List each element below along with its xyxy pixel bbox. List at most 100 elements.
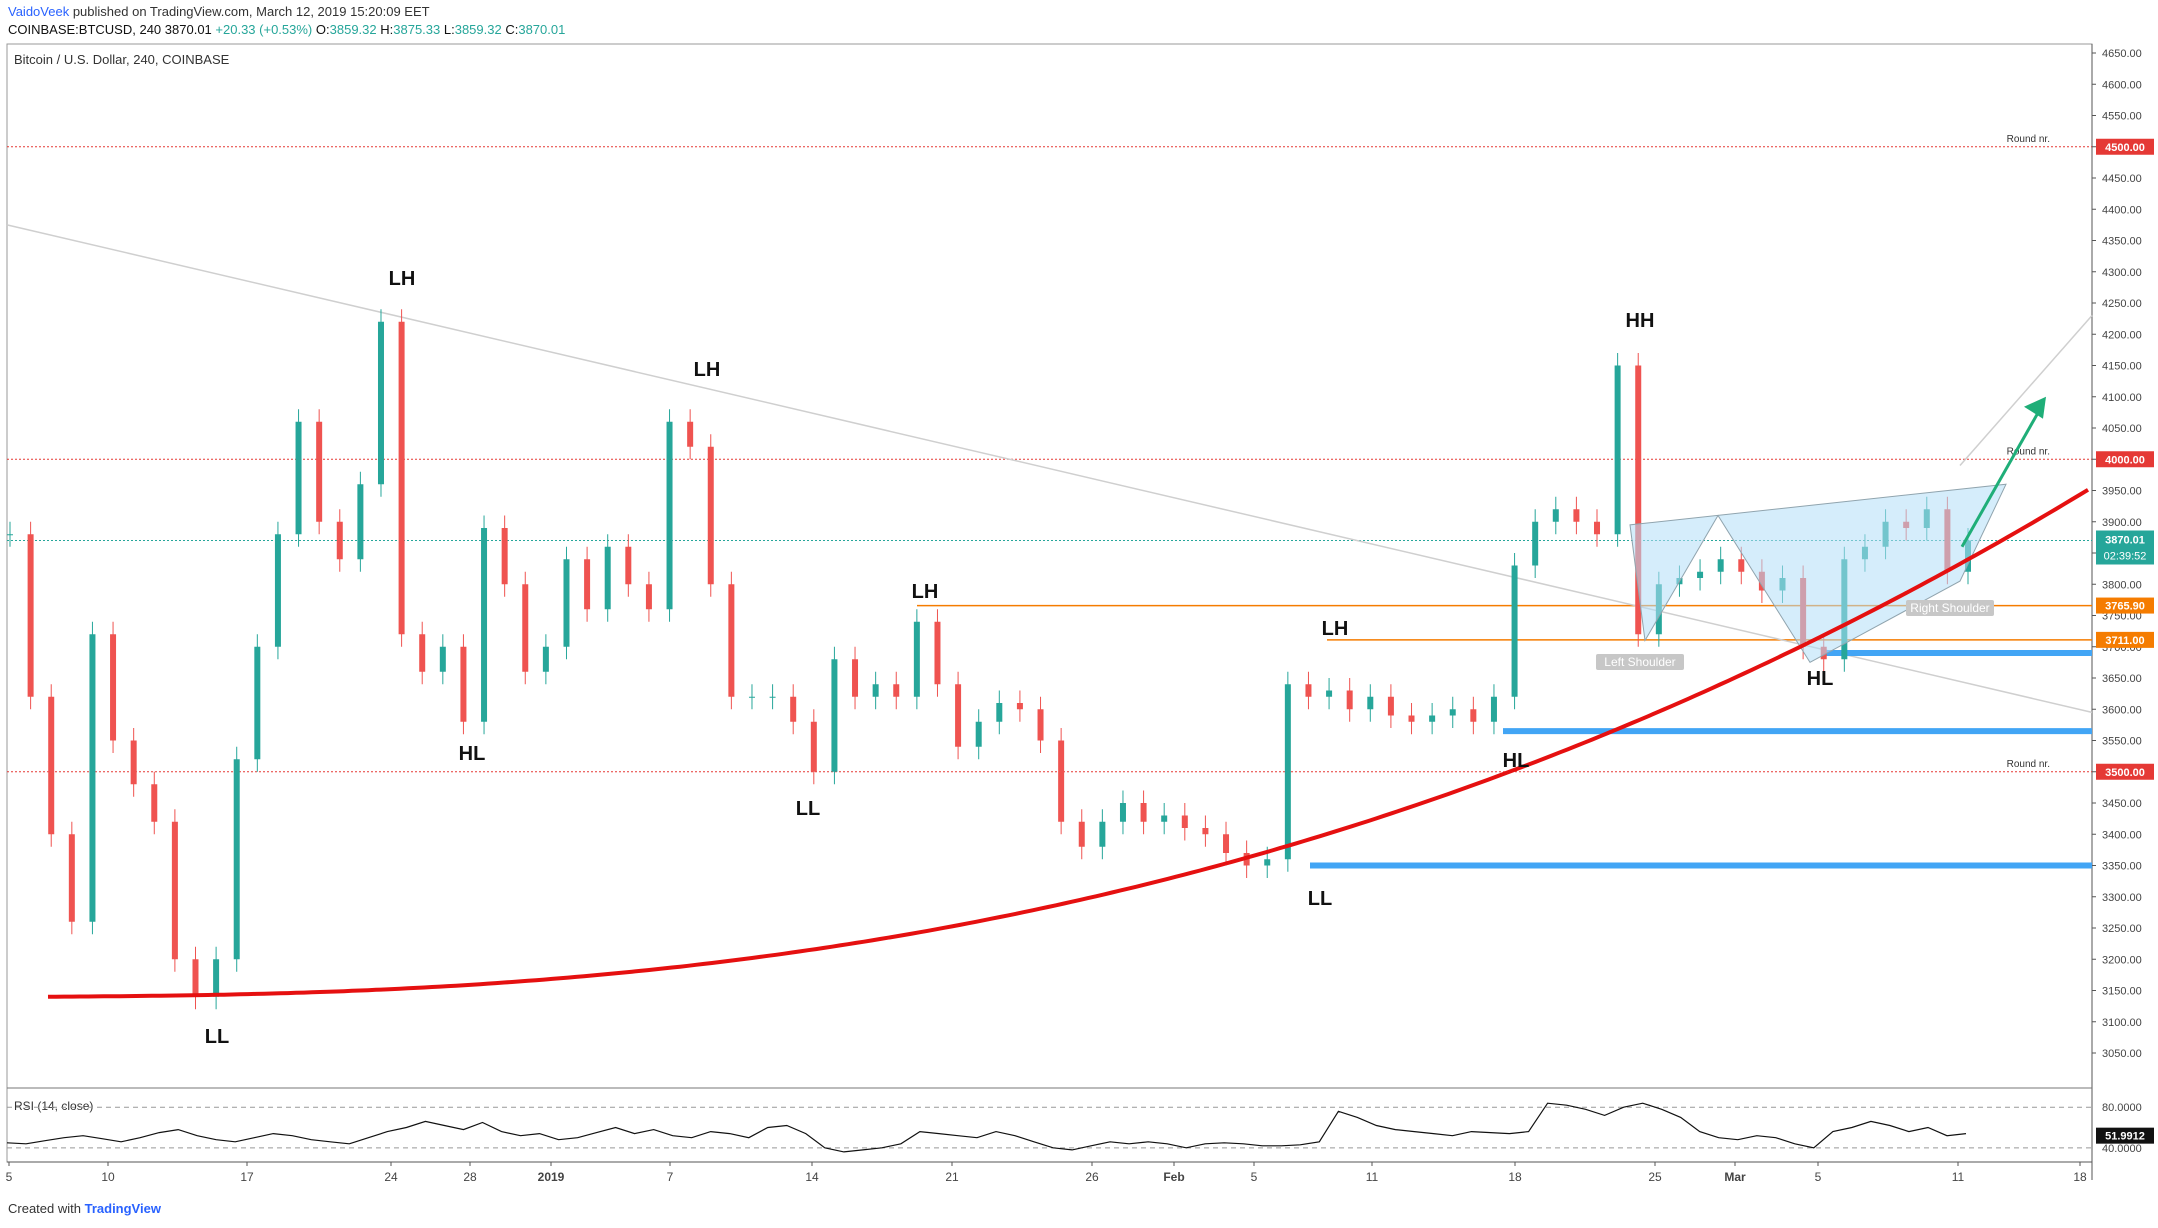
x-tick-label: Mar [1724, 1170, 1746, 1184]
candle-body [1490, 696, 1497, 722]
candle-body [1635, 365, 1642, 635]
o-value: 3859.32 [329, 22, 377, 37]
candle-body [439, 646, 446, 672]
c-value: 3870.01 [518, 22, 566, 37]
candle-body [1511, 565, 1518, 697]
h-value: 3875.33 [393, 22, 441, 37]
c-label: C: [505, 22, 519, 37]
y-tick-label: 3400.00 [2102, 829, 2142, 841]
publish-info: VaidoVeek published on TradingView.com, … [8, 4, 430, 19]
x-tick-label: 18 [2073, 1170, 2087, 1184]
candle-body [1738, 559, 1745, 572]
pattern-label: HL [459, 743, 486, 765]
candle-body [213, 959, 220, 997]
candle-body [398, 321, 405, 635]
x-tick-label: 14 [805, 1170, 819, 1184]
y-tick-label: 4400.00 [2102, 204, 2142, 216]
candle-body [666, 421, 673, 610]
candle-body [1161, 815, 1168, 822]
candle-body [831, 659, 838, 772]
candle-body [790, 696, 797, 722]
y-tick-label: 4550.00 [2102, 111, 2142, 123]
candle-body [996, 703, 1003, 722]
candle-body [707, 446, 714, 585]
round-note: Round nr. [2007, 759, 2050, 770]
pattern-label: HL [1807, 668, 1834, 690]
last-price-text: 3870.01 [2105, 535, 2145, 547]
candle-body [1614, 365, 1621, 535]
y-tick-label: 4650.00 [2102, 48, 2142, 60]
x-tick-label: 7 [667, 1170, 674, 1184]
shoulder-label: Right Shoulder [1910, 601, 1989, 615]
candle-body [1387, 696, 1394, 716]
footer: Created with TradingView [8, 1201, 161, 1216]
chart-title: Bitcoin / U.S. Dollar, 240, COINBASE [14, 52, 230, 67]
y-tick-label: 4600.00 [2102, 79, 2142, 91]
candle-body [1099, 821, 1106, 847]
projection-line [1959, 315, 2093, 466]
created-with-text: Created with [8, 1201, 81, 1216]
x-tick-label: 5 [1251, 1170, 1258, 1184]
x-tick-label: 28 [463, 1170, 477, 1184]
pattern-label: LH [694, 359, 721, 381]
price-tag [2096, 763, 2154, 780]
descending-trendline [6, 224, 2093, 714]
o-label: O: [315, 22, 330, 37]
candle-body [728, 584, 735, 697]
author-link[interactable]: VaidoVeek [8, 4, 70, 19]
x-tick-label: 17 [240, 1170, 254, 1184]
candle-body [1140, 803, 1147, 822]
candle-body [584, 559, 591, 610]
x-tick-label: 11 [1366, 1170, 1379, 1184]
candle-body [460, 646, 467, 722]
candle-body [48, 696, 55, 835]
candle-body [481, 528, 488, 722]
price-tag [2096, 597, 2154, 614]
candle-body [1594, 521, 1601, 535]
chart-frame [6, 43, 2093, 1163]
y-tick-label: 3350.00 [2102, 861, 2142, 873]
candle-body [1346, 690, 1353, 710]
candle-body [377, 321, 384, 485]
y-tick-label: 4350.00 [2102, 236, 2142, 248]
y-tick-label: 4250.00 [2102, 298, 2142, 310]
candle-body [27, 534, 34, 697]
candle-body [769, 696, 776, 698]
candle-body [419, 634, 426, 672]
price-tag-text: 3711.00 [2105, 635, 2144, 647]
candle-body [893, 684, 900, 697]
candle-body [1532, 521, 1539, 566]
y-tick-label: 4300.00 [2102, 267, 2142, 279]
candle-body [1573, 509, 1580, 522]
change-text: +20.33 (+0.53%) [215, 22, 313, 37]
candle-body [110, 634, 117, 741]
x-tick-label: 11 [1952, 1170, 1965, 1184]
candle-body [7, 534, 13, 536]
support-zone [1310, 862, 2092, 869]
x-tick-label: 18 [1508, 1170, 1522, 1184]
l-value: 3859.32 [454, 22, 502, 37]
publish-text: published on TradingView.com, March 12, … [72, 4, 430, 19]
x-tick-label: 5 [6, 1170, 13, 1184]
rsi-line [6, 1102, 1967, 1153]
support-zone [1826, 650, 2092, 656]
x-tick-label: 25 [1648, 1170, 1662, 1184]
y-tick-label: 4450.00 [2102, 173, 2142, 185]
candle-body [1429, 715, 1436, 722]
candle-body [1284, 684, 1291, 860]
symbol-text: COINBASE:BTCUSD, 240 [8, 22, 162, 37]
price-text: 3870.01 [164, 22, 212, 37]
support-zone [1503, 728, 2092, 735]
head-shoulders-pattern [1629, 483, 2007, 664]
tradingview-logo[interactable]: TradingView [84, 1201, 161, 1216]
rsi-title: RSI (14, close) [14, 1099, 93, 1113]
price-tag-text: 3765.90 [2105, 601, 2145, 613]
candle-body [336, 521, 343, 560]
h-label: H: [380, 22, 394, 37]
x-tick-label: Feb [1163, 1170, 1184, 1184]
candle-body [687, 421, 694, 447]
candle-body [1470, 709, 1477, 722]
y-tick-label: 4100.00 [2102, 392, 2142, 404]
candle-body [1408, 715, 1415, 722]
